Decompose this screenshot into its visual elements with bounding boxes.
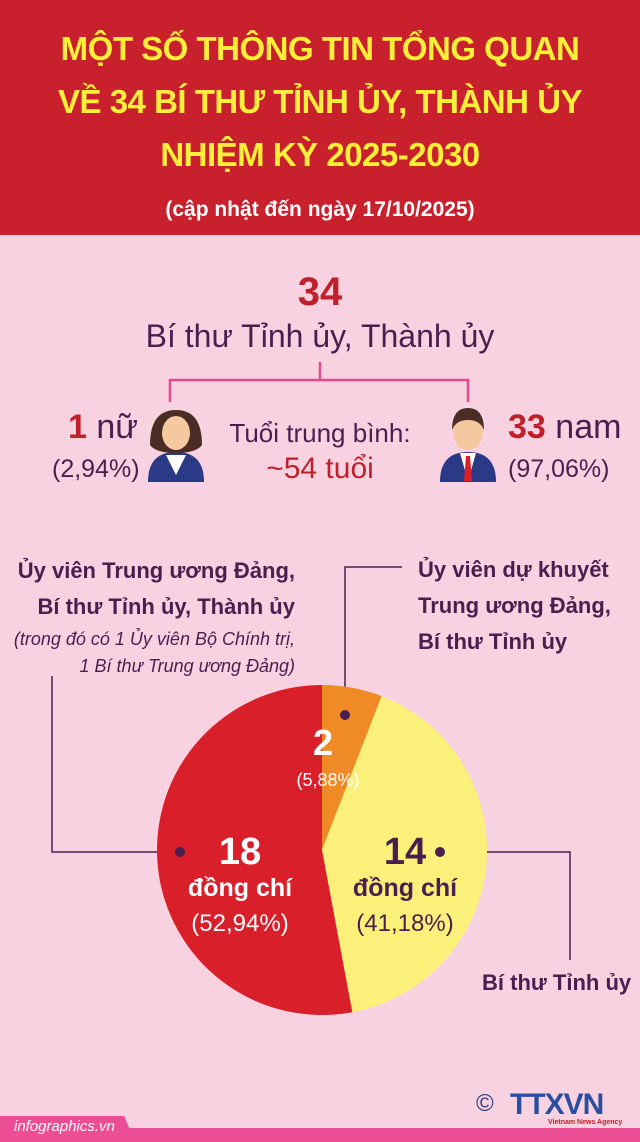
pie-slice xyxy=(157,685,353,1015)
header-banner: MỘT SỐ THÔNG TIN TỔNG QUAN VỀ 34 BÍ THƯ … xyxy=(0,0,640,235)
slice-value-14: 14 xyxy=(383,831,427,873)
slice-value-18: 18 xyxy=(218,831,262,873)
left-note-line: (trong đó có 1 Ủy viên Bộ Chính trị, xyxy=(13,629,295,649)
right-top-line: Trung ương Đảng, xyxy=(418,593,611,618)
female-pct: (2,94%) xyxy=(52,455,140,483)
total-count: 34 xyxy=(297,270,343,314)
slice-value-2: 2 xyxy=(312,722,334,763)
total-label: Bí thư Tỉnh ủy, Thành ủy xyxy=(145,318,495,354)
ttxvn-logo-sub: Vietnam News Agency xyxy=(548,1119,623,1126)
ttxvn-logo: TTXVN xyxy=(510,1088,604,1121)
age-value: ~54 tuổi xyxy=(266,452,374,485)
left-connector xyxy=(51,676,180,853)
right-top-connector xyxy=(344,566,402,715)
connector-dot xyxy=(340,710,350,720)
slice-unit-18: đồng chí xyxy=(187,874,293,902)
age-label: Tuổi trung bình: xyxy=(229,418,411,448)
connector-dot xyxy=(175,847,185,857)
left-label-line: Bí thư Tỉnh ủy, Thành ủy xyxy=(37,594,295,619)
right-top-line: Ủy viên dự khuyết xyxy=(418,557,609,582)
male-icon xyxy=(440,408,496,482)
slice-pct-14: (41,18%) xyxy=(356,910,454,937)
pie-slice xyxy=(322,685,382,850)
slice-label-18: 18 đồng chí (52,94%) xyxy=(175,831,305,942)
right-bottom-label: Bí thư Tỉnh ủy xyxy=(482,970,632,995)
male-count: 33 xyxy=(508,408,546,446)
copyright-symbol: © xyxy=(476,1090,494,1117)
female-stat: 1 nữ xyxy=(68,408,138,447)
slice-unit-14: đồng chí xyxy=(352,874,458,902)
gender-bracket xyxy=(168,362,470,402)
footer-bar xyxy=(0,1128,640,1142)
female-count: 1 xyxy=(68,408,87,446)
title-line-3: NHIỆM KỲ 2025-2030 xyxy=(160,136,480,173)
subtitle: (cập nhật đến ngày 17/10/2025) xyxy=(165,198,475,221)
site-link[interactable]: infographics.vn xyxy=(14,1118,115,1135)
slice-pct-18: (52,94%) xyxy=(191,910,289,937)
pie-chart xyxy=(157,685,487,1015)
male-label: nam xyxy=(555,408,622,446)
female-label: nữ xyxy=(96,408,139,446)
pie-slice xyxy=(322,696,487,1013)
left-note: (trong đó có 1 Ủy viên Bộ Chính trị, 1 B… xyxy=(14,626,295,680)
left-label: Ủy viên Trung ương Đảng, Bí thư Tỉnh ủy,… xyxy=(18,553,295,625)
left-note-line: 1 Bí thư Trung ương Đảng) xyxy=(79,656,295,676)
male-pct: (97,06%) xyxy=(508,455,610,483)
male-stat: 33 nam xyxy=(508,408,621,447)
right-top-label: Ủy viên dự khuyết Trung ương Đảng, Bí th… xyxy=(418,552,611,660)
right-top-line: Bí thư Tỉnh ủy xyxy=(418,629,568,654)
female-icon xyxy=(148,410,204,482)
slice-label-14: 14 đồng chí (41,18%) xyxy=(340,831,470,942)
slice-pct-2: (5,88%) xyxy=(296,770,360,790)
title-line-2: VỀ 34 BÍ THƯ TỈNH ỦY, THÀNH ỦY xyxy=(58,83,582,120)
title-line-1: MỘT SỐ THÔNG TIN TỔNG QUAN xyxy=(60,30,580,67)
connector-dot xyxy=(435,847,445,857)
left-label-line: Ủy viên Trung ương Đảng, xyxy=(17,558,295,583)
